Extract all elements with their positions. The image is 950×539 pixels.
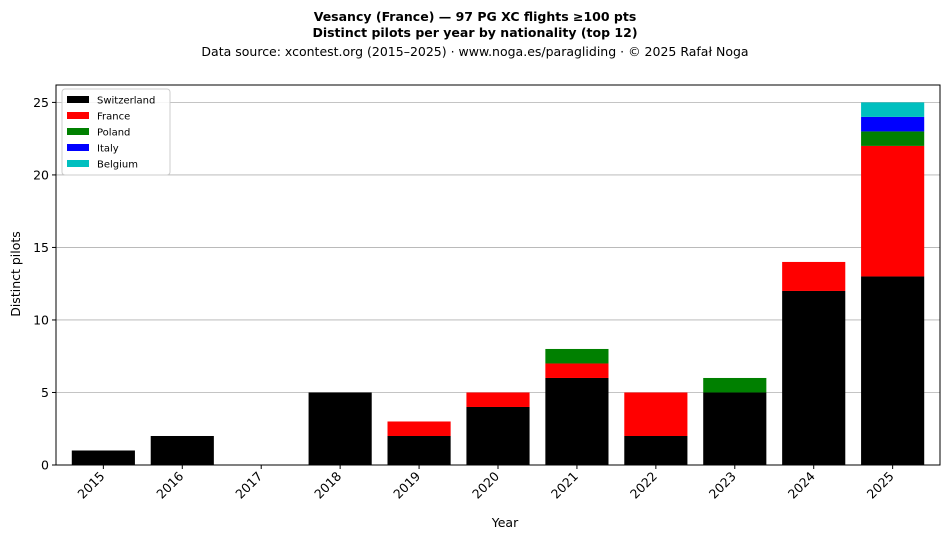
y-axis-label: Distinct pilots xyxy=(8,231,23,317)
chart-subtitle: Data source: xcontest.org (2015–2025) · … xyxy=(201,44,748,59)
y-tick-label: 10 xyxy=(33,312,49,327)
legend-label-switzerland: Switzerland xyxy=(97,96,155,107)
x-tick-label: 2023 xyxy=(706,469,739,502)
bar-poland-2023 xyxy=(703,377,767,393)
bar-france-2022 xyxy=(624,392,688,436)
y-tick-label: 5 xyxy=(41,385,49,400)
bar-france-2021 xyxy=(545,363,609,378)
x-tick-label: 2022 xyxy=(627,469,660,502)
chart-title-line2: Distinct pilots per year by nationality … xyxy=(312,25,637,40)
legend-label-italy: Italy xyxy=(97,144,119,155)
legend-label-poland: Poland xyxy=(97,128,130,139)
x-axis: 2015 2016 2017 2018 2019 2020 2021 2022 2023 2024… xyxy=(74,465,897,502)
bar-switzerland-2015 xyxy=(71,450,135,465)
x-tick-label: 2015 xyxy=(74,469,107,502)
x-tick-label: 2025 xyxy=(864,469,897,502)
bar-switzerland-2025 xyxy=(861,276,925,465)
y-tick-label: 0 xyxy=(41,458,49,473)
x-tick-label: 2021 xyxy=(548,469,581,502)
chart-title-line1: Vesancy (France) — 97 PG XC flights ≥100… xyxy=(314,9,637,24)
bar-switzerland-2023 xyxy=(703,392,767,465)
bar-france-2025 xyxy=(861,145,925,277)
bars xyxy=(71,102,925,465)
bar-switzerland-2019 xyxy=(387,435,451,465)
bar-poland-2025 xyxy=(861,131,925,146)
y-tick-label: 15 xyxy=(33,240,49,255)
x-tick-label: 2019 xyxy=(390,468,423,501)
x-tick-label: 2016 xyxy=(153,468,186,501)
legend-label-belgium: Belgium xyxy=(97,160,138,171)
legend: Switzerland France Poland Italy Belgium xyxy=(61,88,171,176)
legend-swatch-italy xyxy=(67,144,89,151)
x-tick-label: 2017 xyxy=(232,469,265,502)
x-axis-label: Year xyxy=(491,515,519,530)
legend-swatch-france xyxy=(67,112,89,119)
bar-switzerland-2022 xyxy=(624,435,688,465)
x-tick-label: 2018 xyxy=(311,468,344,501)
bar-belgium-2025 xyxy=(861,102,925,117)
bar-switzerland-2018 xyxy=(308,392,372,465)
bar-switzerland-2020 xyxy=(466,406,530,465)
bar-poland-2021 xyxy=(545,348,609,364)
legend-swatch-poland xyxy=(67,128,89,135)
y-tick-label: 25 xyxy=(33,95,49,110)
legend-swatch-switzerland xyxy=(67,96,89,103)
bar-france-2020 xyxy=(466,392,530,407)
bar-france-2024 xyxy=(782,261,846,291)
bar-france-2019 xyxy=(387,421,451,436)
bar-italy-2025 xyxy=(861,116,925,132)
x-tick-label: 2024 xyxy=(785,468,818,501)
x-tick-label: 2020 xyxy=(469,468,502,501)
bar-switzerland-2016 xyxy=(150,435,214,465)
bar-switzerland-2021 xyxy=(545,377,609,465)
y-tick-label: 20 xyxy=(33,167,49,182)
legend-swatch-belgium xyxy=(67,160,89,167)
legend-frame xyxy=(61,88,171,176)
bar-switzerland-2024 xyxy=(782,290,846,465)
legend-label-france: France xyxy=(97,112,130,123)
y-axis: 0 5 10 15 20 25 xyxy=(33,95,56,473)
